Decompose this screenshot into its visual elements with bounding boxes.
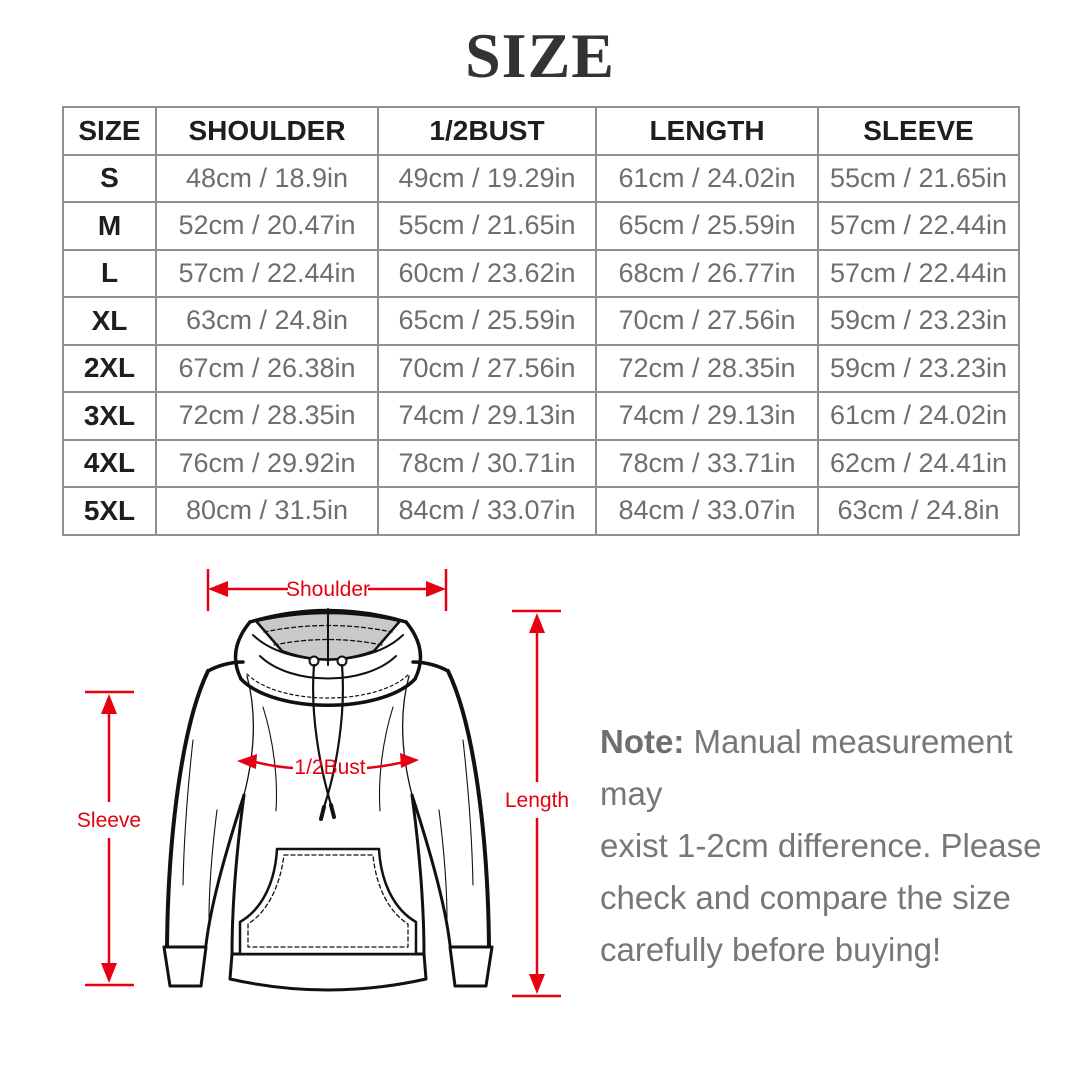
col-header-size: SIZE <box>62 106 157 156</box>
hoodie-diagram-svg: Shoulder 1/2Bust Length <box>77 569 569 998</box>
note-label: Note: <box>600 723 685 760</box>
bust-arrow-label: 1/2Bust <box>294 756 365 779</box>
sleeve-arrow: Sleeve <box>77 690 141 987</box>
table-row: 3XL 72cm / 28.35in 74cm / 29.13in 74cm /… <box>62 391 1020 441</box>
length-arrow: Length <box>505 609 569 998</box>
arrowhead-left-icon <box>237 754 257 769</box>
table-row: 5XL 80cm / 31.5in 84cm / 33.07in 84cm / … <box>62 486 1020 536</box>
length-value: 72cm / 28.35in <box>595 343 819 393</box>
size-label: 3XL <box>62 391 157 441</box>
bust-value: 84cm / 33.07in <box>377 486 597 536</box>
shoulder-value: 48cm / 18.9in <box>155 153 379 203</box>
size-label: 2XL <box>62 343 157 393</box>
arrowhead-down-icon <box>529 974 545 994</box>
hood-interior <box>254 608 402 666</box>
shoulder-value: 52cm / 20.47in <box>155 201 379 251</box>
sleeve-arrow-label: Sleeve <box>77 809 141 832</box>
size-label: S <box>62 153 157 203</box>
bust-value: 55cm / 21.65in <box>377 201 597 251</box>
shoulder-value: 76cm / 29.92in <box>155 438 379 488</box>
shoulder-seam-left <box>206 660 245 673</box>
length-value: 84cm / 33.07in <box>595 486 819 536</box>
note-line: Note: Manual measurement may <box>600 716 1060 820</box>
hem-band <box>228 952 428 992</box>
arrowhead-right-icon <box>426 581 446 597</box>
size-label: 4XL <box>62 438 157 488</box>
col-header-length: LENGTH <box>595 106 819 156</box>
shoulder-arrow-label: Shoulder <box>286 578 370 601</box>
table-row: 2XL 67cm / 26.38in 70cm / 27.56in 72cm /… <box>62 343 1020 393</box>
bust-value: 70cm / 27.56in <box>377 343 597 393</box>
measurement-note: Note: Manual measurement may exist 1-2cm… <box>600 716 1060 976</box>
hood-collar <box>233 608 423 707</box>
shoulder-arrow: Shoulder <box>206 569 448 611</box>
table-row: 4XL 76cm / 29.92in 78cm / 30.71in 78cm /… <box>62 438 1020 488</box>
shoulder-seam-right <box>411 660 450 673</box>
table-row: XL 63cm / 24.8in 65cm / 25.59in 70cm / 2… <box>62 296 1020 346</box>
table-row: L 57cm / 22.44in 60cm / 23.62in 68cm / 2… <box>62 248 1020 298</box>
note-line: check and compare the size <box>600 879 1011 916</box>
sleeve-value: 57cm / 22.44in <box>817 201 1020 251</box>
page-title: SIZE <box>465 20 615 91</box>
sleeve-value: 55cm / 21.65in <box>817 153 1020 203</box>
note-line: carefully before buying! <box>600 931 942 968</box>
table-header-row: SIZE SHOULDER 1/2BUST LENGTH SLEEVE <box>62 106 1020 156</box>
sleeve-value: 61cm / 24.02in <box>817 391 1020 441</box>
shoulder-value: 72cm / 28.35in <box>155 391 379 441</box>
shoulder-value: 63cm / 24.8in <box>155 296 379 346</box>
size-label: L <box>62 248 157 298</box>
arrowhead-up-icon <box>101 694 117 714</box>
shoulder-value: 80cm / 31.5in <box>155 486 379 536</box>
sleeve-value: 59cm / 23.23in <box>817 343 1020 393</box>
bust-value: 74cm / 29.13in <box>377 391 597 441</box>
sleeve-value: 62cm / 24.41in <box>817 438 1020 488</box>
shoulder-value: 67cm / 26.38in <box>155 343 379 393</box>
kangaroo-pocket <box>238 847 418 956</box>
size-label: 5XL <box>62 486 157 536</box>
length-value: 65cm / 25.59in <box>595 201 819 251</box>
hoodie-measurement-diagram: Shoulder 1/2Bust Length <box>60 555 580 1035</box>
length-value: 78cm / 33.71in <box>595 438 819 488</box>
arrowhead-right-icon <box>400 753 419 768</box>
size-table: SIZE SHOULDER 1/2BUST LENGTH SLEEVE S 48… <box>62 106 1020 536</box>
length-value: 74cm / 29.13in <box>595 391 819 441</box>
note-text: Manual measurement may <box>600 723 1013 812</box>
dimension-arrows: Shoulder 1/2Bust Length <box>77 569 569 998</box>
length-value: 70cm / 27.56in <box>595 296 819 346</box>
shoulder-value: 57cm / 22.44in <box>155 248 379 298</box>
cuff-right <box>448 945 494 988</box>
size-label: M <box>62 201 157 251</box>
note-line: exist 1-2cm difference. Please <box>600 827 1042 864</box>
hoodie-drawing <box>162 608 494 992</box>
length-arrow-label: Length <box>505 789 569 812</box>
size-label: XL <box>62 296 157 346</box>
bust-value: 49cm / 19.29in <box>377 153 597 203</box>
bust-value: 60cm / 23.62in <box>377 248 597 298</box>
arrowhead-down-icon <box>101 963 117 983</box>
arrowhead-up-icon <box>529 613 545 633</box>
arrowhead-left-icon <box>208 581 228 597</box>
body-sides <box>230 793 426 956</box>
length-value: 61cm / 24.02in <box>595 153 819 203</box>
drawstrings <box>308 655 348 821</box>
bust-value: 78cm / 30.71in <box>377 438 597 488</box>
sleeve-value: 63cm / 24.8in <box>817 486 1020 536</box>
sleeves <box>165 669 491 949</box>
table-row: S 48cm / 18.9in 49cm / 19.29in 61cm / 24… <box>62 153 1020 203</box>
cuff-left <box>162 945 208 988</box>
table-row: M 52cm / 20.47in 55cm / 21.65in 65cm / 2… <box>62 201 1020 251</box>
col-header-shoulder: SHOULDER <box>155 106 379 156</box>
fabric-creases <box>182 706 474 921</box>
col-header-sleeve: SLEEVE <box>817 106 1020 156</box>
bust-value: 65cm / 25.59in <box>377 296 597 346</box>
sleeve-value: 57cm / 22.44in <box>817 248 1020 298</box>
length-value: 68cm / 26.77in <box>595 248 819 298</box>
bust-arrow: 1/2Bust <box>237 753 419 779</box>
col-header-bust: 1/2BUST <box>377 106 597 156</box>
sleeve-value: 59cm / 23.23in <box>817 296 1020 346</box>
